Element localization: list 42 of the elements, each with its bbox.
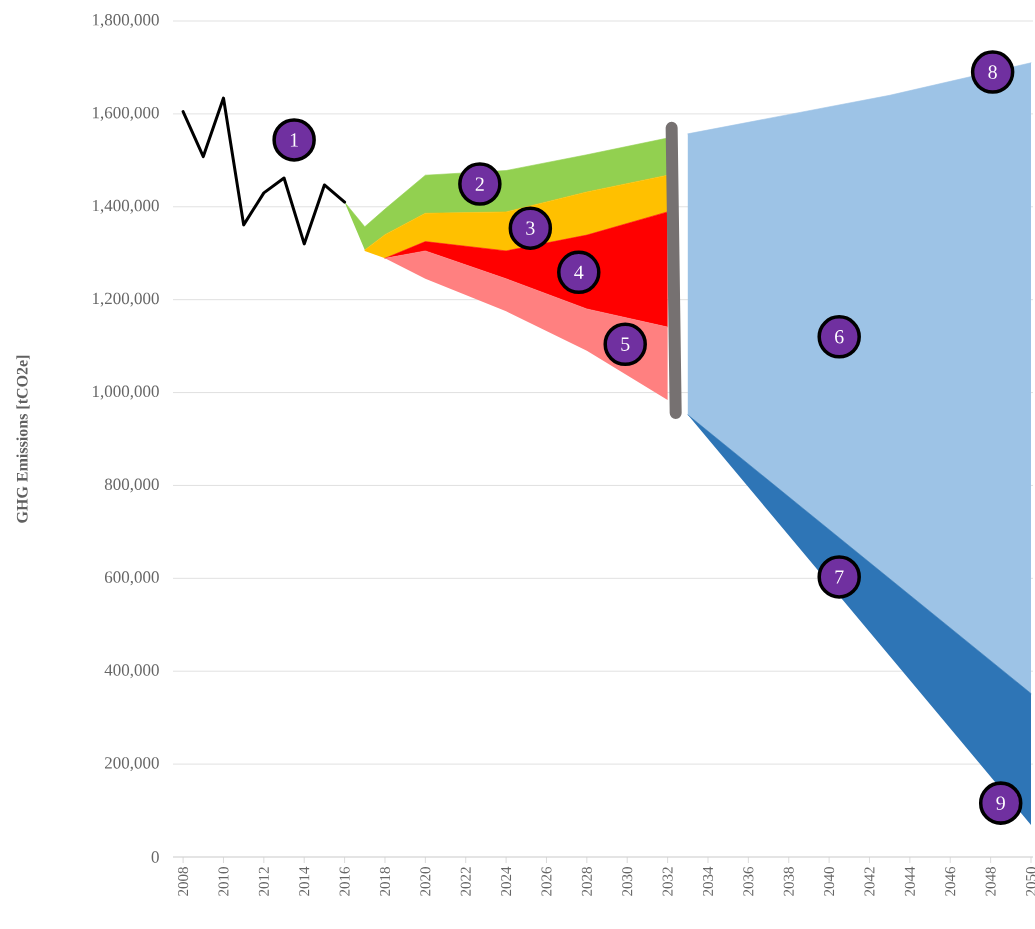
x-tick-label: 2044 — [904, 866, 915, 896]
y-tick-label: 600,000 — [104, 571, 159, 586]
y-tick-label: 800,000 — [104, 478, 159, 493]
x-tick-label: 2038 — [783, 867, 794, 896]
x-tick-label: 2016 — [339, 866, 350, 896]
line-series — [181, 96, 347, 246]
x-tick-label: 2032 — [662, 867, 673, 896]
annotation: 4 — [574, 265, 584, 279]
y-tick-label: 1,400,000 — [92, 199, 159, 214]
annotation: 3 — [526, 221, 535, 235]
x-tick-label: 2012 — [258, 867, 269, 896]
x-tick-label: 2030 — [622, 867, 633, 896]
annotation: 1 — [290, 133, 298, 147]
annotation: 7 — [835, 570, 844, 584]
y-tick-label: 1,800,000 — [92, 14, 159, 28]
y-tick-label: 1,000,000 — [92, 385, 159, 400]
x-tick-label: 2042 — [864, 867, 875, 896]
annotation: 6 — [835, 330, 844, 344]
x-tick-label: 2014 — [299, 866, 310, 896]
x-tick-label: 2022 — [460, 867, 471, 896]
y-tick-label: 200,000 — [104, 757, 159, 772]
x-tick-label: 2008 — [178, 867, 189, 896]
x-tick-label: 2046 — [945, 866, 956, 896]
y-tick-label: 400,000 — [104, 664, 159, 679]
x-tick-label: 2024 — [501, 866, 512, 896]
y-tick-label: 0 — [151, 851, 159, 863]
x-tick-label: 2010 — [218, 867, 229, 896]
y-tick-label: 1,600,000 — [92, 106, 159, 121]
x-tick-label: 2018 — [379, 867, 391, 896]
y-tick-label: 1,200,000 — [92, 292, 159, 307]
x-tick-label: 2034 — [702, 866, 714, 896]
annotation: 8 — [988, 65, 997, 79]
annotation: 5 — [621, 337, 630, 351]
x-tick-label: 2040 — [824, 867, 835, 896]
x-tick-label: 2028 — [581, 867, 592, 896]
x-tick-label: 2020 — [420, 867, 431, 896]
x-tick-label: 2026 — [541, 866, 552, 896]
annotation: 2 — [475, 177, 484, 191]
y-axis-title: GHG Emissions [tCO2e] — [16, 355, 30, 523]
annotation: 9 — [996, 796, 1005, 810]
x-tick-label: 2048 — [985, 867, 996, 896]
x-tick-label: 2036 — [743, 866, 754, 896]
